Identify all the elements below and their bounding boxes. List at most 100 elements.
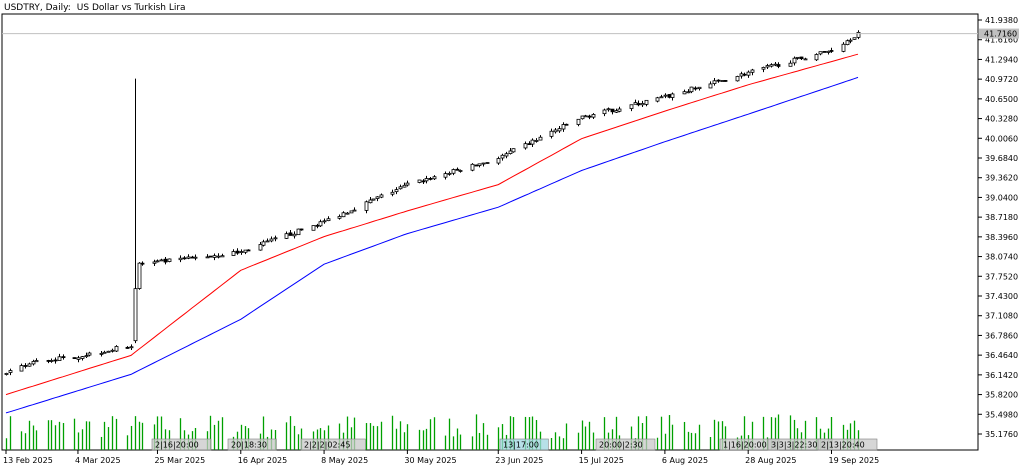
candle — [848, 38, 853, 44]
candle-body — [352, 209, 357, 212]
session-marker-label: 20|18:30 — [231, 441, 267, 450]
candle-body — [716, 79, 721, 82]
candle-body — [315, 224, 320, 227]
current-price-label: 41.7160 — [984, 30, 1017, 39]
candle — [265, 238, 270, 243]
candle-body — [788, 62, 793, 67]
candle-body — [799, 56, 804, 60]
candle-body — [689, 86, 694, 93]
candle — [538, 135, 543, 141]
candle — [273, 235, 278, 242]
candle-body — [523, 143, 528, 149]
candle-body — [670, 93, 675, 98]
candle — [190, 255, 195, 259]
candle — [640, 100, 645, 107]
candle — [735, 75, 740, 82]
candle-body — [587, 115, 592, 118]
candle-body — [504, 153, 509, 157]
candle — [682, 89, 687, 95]
candle-body — [379, 194, 384, 198]
candle — [765, 63, 770, 69]
candle-body — [803, 58, 808, 61]
candle — [655, 96, 660, 103]
price-tick-label: 39.6840 — [985, 154, 1018, 163]
candle-body — [246, 249, 251, 252]
moving-averages — [5, 53, 859, 414]
candle — [311, 225, 316, 231]
candle-body — [561, 124, 566, 130]
candle — [527, 141, 532, 146]
candle — [368, 196, 373, 204]
candle-body — [735, 76, 740, 82]
candle — [803, 57, 808, 61]
candle — [390, 189, 395, 197]
candle-body — [636, 103, 641, 106]
candle-body — [470, 163, 475, 171]
candle-body — [80, 356, 85, 359]
candle-body — [644, 99, 649, 105]
candle — [511, 148, 516, 153]
price-tick-label: 37.1080 — [985, 312, 1018, 321]
price-tick-label: 38.7180 — [985, 213, 1018, 222]
candle — [288, 229, 293, 236]
candle — [583, 114, 588, 118]
candle — [720, 80, 725, 82]
session-markers: 2|16|20:00 20|18:30 2|2|2|02:45 13|17:00 20:… — [151, 438, 878, 451]
price-tick-label: 36.1420 — [985, 371, 1018, 380]
candle — [186, 254, 191, 260]
candle — [258, 241, 263, 251]
price-tick-label: 38.0740 — [985, 253, 1018, 262]
candle-body — [243, 249, 248, 253]
candle-body — [720, 80, 725, 82]
candle-body — [239, 251, 244, 254]
candle-body — [53, 359, 58, 362]
candle — [205, 254, 210, 259]
candle-body — [591, 114, 596, 118]
candle-body — [640, 103, 645, 106]
candle-body — [508, 150, 513, 154]
candle-body — [114, 346, 119, 352]
candle-body — [84, 355, 89, 358]
candle-body — [368, 199, 373, 204]
candle-body — [34, 360, 39, 363]
candle-body — [443, 173, 448, 178]
candle-body — [769, 64, 774, 67]
candle-body — [57, 356, 62, 361]
candle — [580, 115, 585, 120]
candle-body — [193, 256, 198, 259]
candle — [750, 68, 755, 76]
candle — [708, 81, 713, 89]
candle-body — [686, 91, 691, 94]
candle — [443, 171, 448, 180]
candle-body — [606, 108, 611, 111]
candle-body — [829, 50, 834, 52]
candle-body — [261, 241, 266, 246]
candle-body — [538, 136, 543, 141]
grid — [1, 13, 979, 451]
candle-body — [477, 163, 482, 166]
candle — [553, 128, 558, 134]
candle-body — [106, 350, 111, 353]
candle — [8, 368, 13, 376]
candle-body — [773, 63, 778, 66]
axes: 41.9380 41.6160 41.2940 40.9720 40.6500 40.32… — [3, 16, 1019, 465]
candle-body — [485, 162, 490, 164]
candle — [364, 200, 369, 214]
candle — [663, 93, 668, 99]
candle — [788, 60, 793, 67]
candle — [155, 259, 160, 263]
candle — [129, 344, 134, 351]
candle-body — [663, 94, 668, 97]
candle-body — [455, 168, 460, 171]
candle — [629, 104, 634, 112]
candle — [318, 219, 323, 227]
candle — [841, 42, 846, 53]
candle-body — [776, 64, 781, 67]
candle — [636, 100, 641, 107]
candle — [814, 53, 819, 62]
candle — [80, 355, 85, 361]
candle-body — [424, 178, 429, 182]
candle — [421, 179, 426, 184]
